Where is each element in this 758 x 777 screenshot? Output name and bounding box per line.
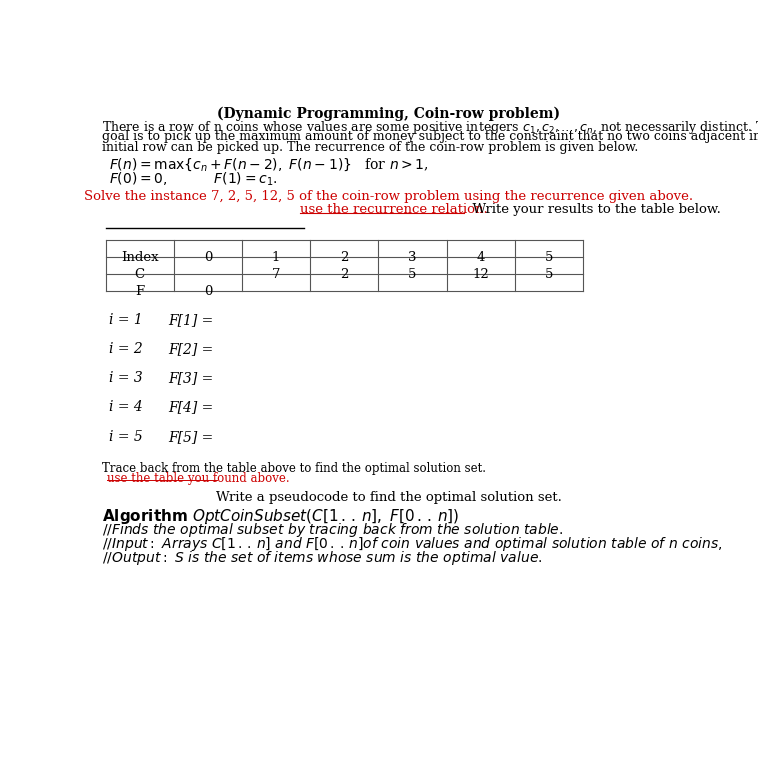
Text: F[1] =: F[1] = [168, 312, 214, 326]
Text: 5: 5 [545, 251, 553, 264]
Text: $F(n) = \max\{c_n + F(n-2),\ F(n-1)\}$   for $n > 1$,: $F(n) = \max\{c_n + F(n-2),\ F(n-1)\}$ f… [108, 156, 428, 173]
Text: 0: 0 [204, 285, 212, 298]
Text: use the recurrence relation.: use the recurrence relation. [300, 204, 488, 216]
Text: Write your results to the table below.: Write your results to the table below. [464, 204, 721, 216]
Text: F[4] =: F[4] = [168, 400, 214, 414]
Text: $\mathbf{Algorithm}$ $\mathit{OptCoinSubset}(C[1\,{.}\,{.}\,n],\ F[0\,{.}\,{.}\,: $\mathbf{Algorithm}$ $\mathit{OptCoinSub… [102, 507, 460, 527]
Text: F[3] =: F[3] = [168, 371, 214, 385]
Text: F[5] =: F[5] = [168, 430, 214, 444]
Text: initial row can be picked up. The recurrence of the coin-row problem is given be: initial row can be picked up. The recurr… [102, 141, 639, 154]
Text: $//$$\mathbf{\mathit{Input:}}$$\mathit{\ Arrays\ C[1\,{.}\,{.}\,n]\ and\ F[0\,{.: $//$$\mathbf{\mathit{Input:}}$$\mathit{\… [102, 535, 723, 553]
Text: 5: 5 [545, 268, 553, 281]
Text: 12: 12 [472, 268, 489, 281]
Text: F: F [135, 285, 144, 298]
Text: goal is to pick up the maximum amount of money subject to the constraint that no: goal is to pick up the maximum amount of… [102, 131, 758, 143]
Text: C: C [135, 268, 145, 281]
Text: 3: 3 [409, 251, 417, 264]
Text: 4: 4 [477, 251, 485, 264]
Text: use the table you found above.: use the table you found above. [107, 472, 290, 485]
Text: Solve the instance 7, 2, 5, 12, 5 of the coin-row problem using the recurrence g: Solve the instance 7, 2, 5, 12, 5 of the… [84, 190, 693, 204]
Text: Write a pseudocode to find the optimal solution set.: Write a pseudocode to find the optimal s… [215, 490, 562, 503]
Text: 2: 2 [340, 251, 349, 264]
Text: $//\mathit{Finds\ the\ optimal\ subset\ by\ tracing\ back\ from\ the\ solution\ : $//\mathit{Finds\ the\ optimal\ subset\ … [102, 521, 564, 539]
Text: i = 3: i = 3 [108, 371, 143, 385]
Text: 5: 5 [409, 268, 417, 281]
Text: (Dynamic Programming, Coin-row problem): (Dynamic Programming, Coin-row problem) [217, 107, 560, 121]
Text: $//$$\mathbf{\mathit{Output:}}$$\mathit{\ S\ is\ the\ set\ of\ items\ whose\ sum: $//$$\mathbf{\mathit{Output:}}$$\mathit{… [102, 549, 543, 567]
Text: Index: Index [121, 251, 158, 264]
Text: 7: 7 [272, 268, 280, 281]
Text: $F(0) = 0,$          $F(1) = c_1.$: $F(0) = 0,$ $F(1) = c_1.$ [108, 170, 277, 187]
Text: i = 1: i = 1 [108, 312, 143, 326]
Text: 0: 0 [204, 251, 212, 264]
Text: i = 5: i = 5 [108, 430, 143, 444]
Text: 2: 2 [340, 268, 349, 281]
Text: i = 2: i = 2 [108, 342, 143, 356]
Text: 1: 1 [272, 251, 280, 264]
Text: F[2] =: F[2] = [168, 342, 214, 356]
Text: Trace back from the table above to find the optimal solution set.: Trace back from the table above to find … [102, 462, 487, 475]
Text: i = 4: i = 4 [108, 400, 143, 414]
Text: There is a row of n coins whose values are some positive integers $c_1, c_2,\ldo: There is a row of n coins whose values a… [102, 120, 758, 137]
